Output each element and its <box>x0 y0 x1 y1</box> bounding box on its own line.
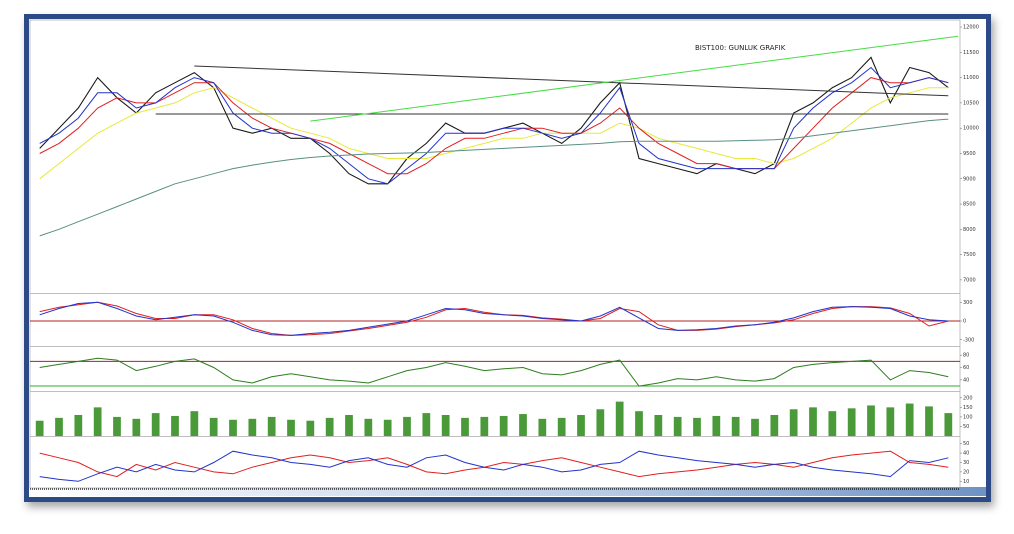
bar <box>944 413 953 436</box>
bar <box>905 403 914 436</box>
bar <box>403 416 411 436</box>
bar <box>867 405 875 436</box>
bar <box>693 417 701 436</box>
y-tick-label: 0 <box>963 319 966 325</box>
series-line <box>39 77 949 175</box>
bar <box>132 418 141 436</box>
bar <box>789 409 798 436</box>
bar <box>828 411 837 436</box>
bar <box>615 401 624 436</box>
series-line <box>39 450 949 482</box>
y-tick-label: 60 <box>963 365 969 371</box>
series-line <box>39 357 949 387</box>
y-tick-label: 7000 <box>963 277 976 283</box>
series-line <box>39 301 949 336</box>
bar <box>519 414 527 436</box>
bar <box>422 413 431 436</box>
chart-title: BIST100: GUNLUK GRAFIK <box>695 44 786 52</box>
y-tick-label: 9500 <box>963 151 976 157</box>
bar <box>171 415 179 436</box>
bar <box>809 407 817 436</box>
bar <box>364 418 373 436</box>
y-tick-label: 200 <box>963 395 973 401</box>
y-tick-label: 10500 <box>963 100 979 106</box>
bar <box>712 415 721 436</box>
bar <box>287 419 295 436</box>
y-tick-label: 11000 <box>963 75 979 81</box>
bar <box>74 415 83 436</box>
series-line <box>39 301 949 336</box>
bar <box>306 420 315 436</box>
y-tick-label: 12000 <box>963 25 979 31</box>
y-tick-label: 50 <box>963 424 969 430</box>
bar <box>538 418 547 436</box>
time-axis-strip <box>29 487 986 496</box>
bar <box>55 417 63 436</box>
y-tick-label: 8000 <box>963 227 976 233</box>
bar <box>383 419 392 436</box>
bar <box>441 415 450 436</box>
y-tick-label: 100 <box>963 414 973 420</box>
y-tick-label: -300 <box>963 337 974 343</box>
y-tick-label: 20 <box>963 469 969 475</box>
series-line <box>39 118 949 237</box>
y-tick-label: 11500 <box>963 50 979 56</box>
y-tick-label: 150 <box>963 405 973 411</box>
bar <box>925 406 933 436</box>
y-tick-label: 8500 <box>963 202 976 208</box>
bar <box>229 419 237 436</box>
bar <box>731 416 740 436</box>
trend-line <box>194 65 949 97</box>
series-line <box>39 87 949 180</box>
y-tick-label: 300 <box>963 300 973 306</box>
bar <box>770 415 779 436</box>
bar <box>190 411 199 436</box>
y-tick-label: 9000 <box>963 176 976 182</box>
bar <box>113 416 121 436</box>
bar <box>577 415 585 436</box>
bar <box>480 416 489 436</box>
plot-border <box>29 19 961 489</box>
bar <box>461 417 469 436</box>
y-tick-label: 40 <box>963 451 969 457</box>
bar <box>499 415 508 436</box>
bar <box>35 420 44 436</box>
series-line <box>39 66 949 185</box>
bar <box>886 407 895 436</box>
bar <box>325 417 334 436</box>
bar <box>248 418 257 436</box>
y-tick-label: 40 <box>963 377 969 383</box>
y-tick-label: 50 <box>963 441 969 447</box>
bar <box>654 415 663 436</box>
y-tick-label: 80 <box>963 353 969 359</box>
series-line <box>39 450 949 478</box>
bar <box>847 408 856 436</box>
y-tick-label: 10 <box>963 479 969 485</box>
bar <box>209 417 218 436</box>
bar <box>557 417 566 436</box>
bar <box>635 411 643 436</box>
y-tick-label: 7500 <box>963 252 976 258</box>
bar <box>93 407 102 436</box>
y-tick-label: 30 <box>963 460 969 466</box>
bar <box>596 409 605 436</box>
bar <box>673 416 682 436</box>
bar <box>345 415 353 436</box>
y-tick-label: 10000 <box>963 126 979 132</box>
bar <box>751 418 759 436</box>
bar <box>267 416 276 436</box>
trend-line <box>310 35 959 122</box>
bar <box>151 413 160 436</box>
series-line <box>39 56 949 185</box>
